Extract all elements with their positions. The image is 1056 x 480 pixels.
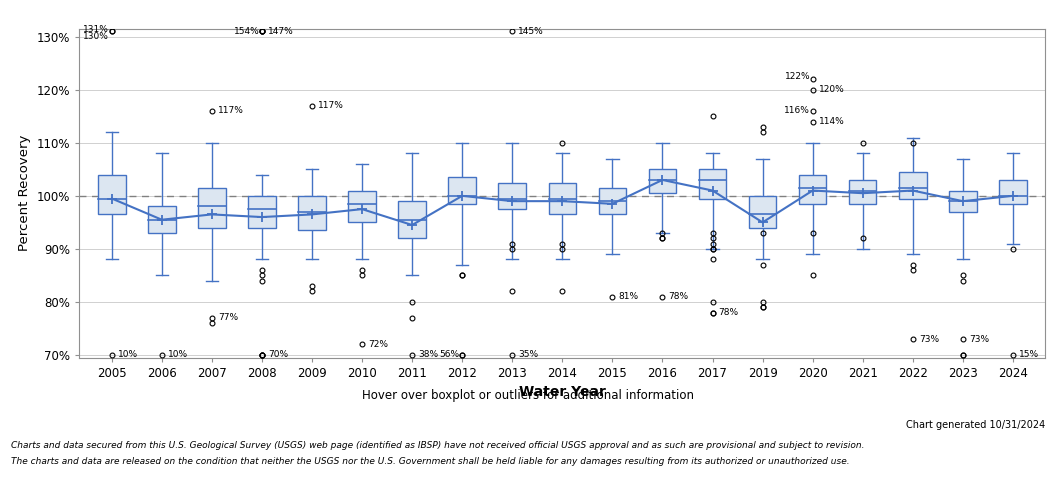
Bar — [799, 175, 827, 204]
Text: 117%: 117% — [318, 101, 344, 110]
Bar — [899, 172, 926, 199]
Text: 81%: 81% — [619, 292, 639, 301]
Text: 10%: 10% — [168, 350, 188, 360]
Text: 73%: 73% — [919, 335, 939, 344]
Text: 38%: 38% — [418, 350, 438, 360]
Bar — [749, 196, 776, 228]
Bar — [599, 188, 626, 215]
Bar — [548, 182, 577, 215]
Text: 78%: 78% — [668, 292, 689, 301]
Text: 116%: 116% — [785, 107, 810, 116]
Text: The charts and data are released on the condition that neither the USGS nor the : The charts and data are released on the … — [11, 457, 849, 466]
Bar — [849, 180, 876, 204]
Text: 130%: 130% — [83, 32, 109, 41]
X-axis label: Water Year: Water Year — [518, 385, 606, 399]
Bar — [298, 196, 325, 230]
Bar — [348, 191, 376, 222]
Bar — [98, 175, 126, 215]
Bar — [699, 169, 727, 199]
Bar — [648, 169, 676, 193]
Bar — [148, 206, 175, 233]
Text: 147%: 147% — [268, 27, 294, 36]
Bar — [498, 182, 526, 209]
Text: 114%: 114% — [818, 117, 845, 126]
Text: 117%: 117% — [218, 107, 244, 116]
Text: 73%: 73% — [968, 335, 989, 344]
Text: 120%: 120% — [818, 85, 845, 94]
Text: 10%: 10% — [118, 350, 138, 360]
Text: 56%: 56% — [439, 350, 459, 360]
Bar — [949, 191, 977, 212]
Text: 145%: 145% — [518, 27, 544, 36]
Text: 72%: 72% — [369, 340, 388, 349]
Bar — [999, 180, 1026, 204]
Text: Chart generated 10/31/2024: Chart generated 10/31/2024 — [906, 420, 1045, 430]
Text: 70%: 70% — [268, 350, 288, 360]
Text: 35%: 35% — [518, 350, 539, 360]
Text: Hover over boxplot or outliers for additional information: Hover over boxplot or outliers for addit… — [362, 389, 694, 403]
Text: 77%: 77% — [218, 313, 238, 323]
Text: 154%: 154% — [233, 27, 260, 36]
Text: 122%: 122% — [785, 72, 810, 81]
Bar — [199, 188, 226, 228]
Text: 78%: 78% — [718, 308, 738, 317]
Bar — [398, 201, 426, 238]
Y-axis label: Percent Recovery: Percent Recovery — [18, 135, 31, 252]
Text: 131%: 131% — [83, 25, 109, 35]
Text: Charts and data secured from this U.S. Geological Survey (USGS) web page (identi: Charts and data secured from this U.S. G… — [11, 441, 864, 450]
Text: 15%: 15% — [1019, 350, 1039, 360]
Bar — [248, 196, 276, 228]
Bar — [449, 177, 476, 204]
